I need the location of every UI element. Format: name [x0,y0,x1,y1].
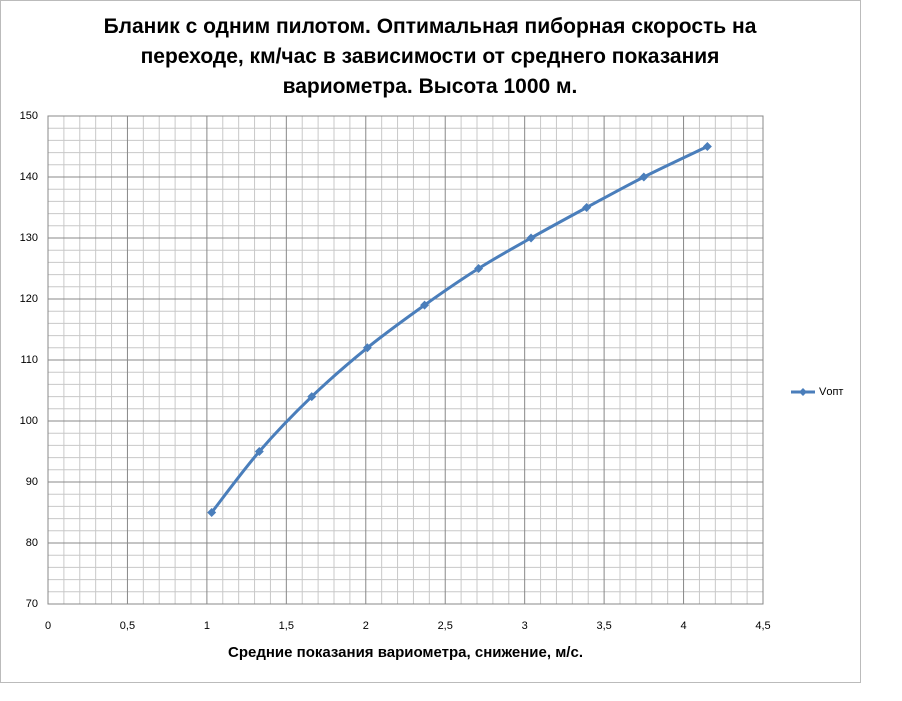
x-tick-label: 3,5 [596,620,611,632]
y-tick-label: 110 [20,354,38,366]
x-tick-label: 1 [204,620,210,632]
marker [526,233,536,243]
x-tick-label: 2 [363,620,369,632]
legend-label: Vопт [819,386,843,398]
y-tick-label: 120 [20,293,38,305]
x-tick-label: 4,5 [755,620,770,632]
marker [307,392,317,402]
marker [254,447,264,456]
x-tick-label: 4 [680,620,686,632]
x-tick-label: 2,5 [438,620,453,632]
x-tick-label: 1,5 [279,620,294,632]
x-tick-label: 0 [45,620,51,632]
marker [474,264,484,273]
y-tick-label: 90 [26,476,38,488]
marker [420,300,430,310]
marker [582,203,592,212]
marker [207,508,217,517]
y-tick-label: 70 [26,598,38,610]
plot-frame [47,115,764,605]
y-tick-label: 130 [20,232,38,244]
legend-marker [799,388,807,396]
x-axis-label: Средние показания вариометра, снижение, … [228,644,583,661]
y-tick-label: 140 [20,171,38,183]
x-tick-label: 0,5 [120,620,135,632]
series-line [210,145,709,514]
marker [362,343,372,353]
y-tick-label: 150 [20,110,38,122]
y-tick-label: 80 [26,537,38,549]
chart-title: Бланик с одним пилотом. Оптимальная пибо… [103,15,757,98]
x-tick-label: 3 [522,620,528,632]
marker [639,172,649,182]
y-tick-label: 100 [20,415,38,427]
marker [702,142,712,151]
